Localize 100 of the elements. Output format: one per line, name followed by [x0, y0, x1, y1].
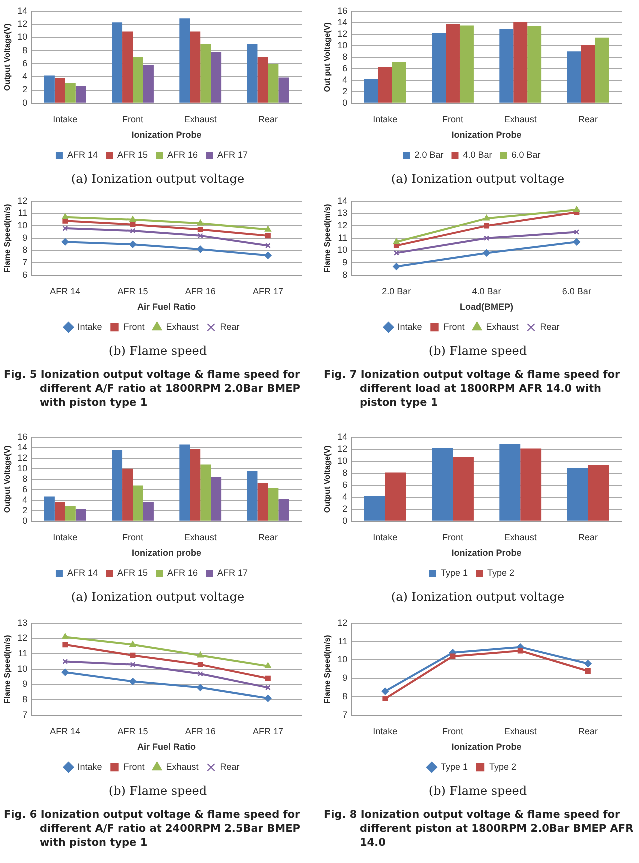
y-tick-label: 8: [22, 474, 28, 484]
x-axis-title: Air Fuel Ratio: [138, 742, 197, 752]
point: [198, 233, 204, 239]
y-tick-label: 16: [18, 432, 28, 442]
y-tick-label: 6: [342, 63, 348, 74]
bar: [180, 18, 190, 103]
x-tick-label: 6.0 Bar: [562, 286, 592, 296]
legend-label: AFR 15: [117, 568, 148, 578]
bar: [364, 79, 378, 103]
legend-label: Rear: [220, 322, 240, 332]
caption: Fig. 7 Ionization output voltage & flame speed for different load at 1800RPM AFR 14.0 with piston type 1: [324, 368, 622, 410]
x-axis-title: Ionization Probe: [452, 548, 522, 558]
caption: Fig. 5 Ionization output voltage & flame speed for different A/F ratio at 1800RPM 2.0Bar BMEP with piston type 1: [4, 368, 302, 410]
point: [265, 662, 272, 668]
bar: [180, 444, 190, 521]
x-tick-label: Front: [442, 114, 464, 124]
y-axis-title: Flame Speed(m/s): [323, 634, 332, 704]
y-tick-label: 12: [338, 220, 348, 231]
y-tick-label: 12: [338, 444, 348, 454]
legend-label: Front: [124, 762, 146, 772]
y-tick-label: 6: [22, 58, 28, 68]
bar: [211, 477, 222, 521]
legend-label: Type 1: [440, 762, 468, 772]
y-tick-label: 10: [338, 40, 348, 50]
bar: [268, 488, 279, 521]
legend-label: 4.0 Bar: [463, 150, 492, 160]
text: (b) Flame speed: [108, 784, 208, 798]
bar: [500, 444, 521, 521]
x-tick-label: AFR 15: [118, 286, 148, 296]
y-tick-label: 10: [18, 664, 28, 674]
bar: [514, 22, 528, 103]
y-tick-label: 13: [18, 618, 28, 628]
y-tick-label: 10: [338, 654, 348, 665]
point: [129, 240, 137, 248]
y-tick-label: 9: [342, 673, 348, 684]
y-axis-title: Output Voltage(V): [323, 445, 332, 514]
point: [573, 238, 581, 246]
bar: [247, 44, 258, 103]
bar: [44, 496, 55, 521]
point: [130, 652, 136, 658]
y-tick-label: 0: [22, 98, 28, 108]
y-tick-label: 12: [18, 633, 28, 644]
x-tick-label: Intake: [53, 532, 78, 542]
bar: [112, 450, 123, 521]
legend-label: Intake: [78, 762, 102, 772]
legend-label: AFR 16: [168, 568, 198, 578]
x-tick-label: Exhaust: [184, 532, 218, 542]
point: [130, 216, 136, 222]
bar: [133, 57, 144, 103]
x-tick-label: AFR 15: [118, 726, 148, 736]
y-tick-label: 7: [22, 258, 28, 268]
x-tick-label: AFR 14: [50, 726, 81, 736]
y-tick-label: 8: [342, 691, 348, 702]
point: [62, 214, 69, 220]
point: [197, 652, 204, 658]
x-tick-label: Exhaust: [504, 726, 538, 736]
x-tick-label: Intake: [373, 726, 398, 736]
y-tick-label: 0: [22, 516, 28, 526]
x-axis-title: Load(BMEP): [460, 302, 514, 312]
y-tick-label: 8: [342, 270, 348, 280]
y-tick-label: 6: [22, 484, 28, 494]
bar: [528, 26, 542, 103]
point: [484, 236, 490, 242]
point: [129, 678, 137, 686]
y-axis-title: Output Voltage(V): [3, 445, 12, 514]
y-tick-label: 14: [338, 17, 348, 28]
y-tick-label: 6: [342, 480, 348, 490]
point: [130, 641, 136, 647]
bar: [122, 32, 134, 103]
x-tick-label: Front: [442, 532, 464, 542]
y-tick-label: 4: [22, 494, 28, 505]
y-tick-label: 6: [22, 270, 28, 280]
y-tick-label: 8: [22, 245, 28, 256]
x-tick-label: Rear: [578, 726, 598, 736]
y-axis-title: Out put Voltage(V): [323, 22, 332, 92]
point: [265, 233, 271, 239]
legend-label: Type 1: [440, 568, 468, 578]
legend-label: Exhaust: [486, 322, 520, 332]
x-axis-title: Air Fuel Ratio: [138, 302, 197, 312]
bar: [500, 29, 514, 103]
bar: [432, 33, 446, 103]
point: [130, 662, 136, 668]
text: (b) Flame speed: [108, 344, 208, 358]
bar: [112, 22, 123, 103]
bar: [200, 464, 212, 521]
y-tick-label: 14: [18, 6, 28, 16]
y-tick-label: 2: [22, 84, 28, 95]
point: [484, 223, 490, 229]
legend-label: Intake: [398, 322, 422, 332]
y-tick-label: 10: [18, 463, 28, 474]
legend-label: AFR 17: [218, 150, 248, 160]
legend-label: 2.0 Bar: [414, 150, 444, 160]
legend-label: Type 2: [488, 568, 515, 578]
bar: [247, 472, 258, 521]
bar: [446, 24, 460, 103]
bar: [133, 486, 144, 521]
x-tick-label: Intake: [53, 114, 78, 124]
bar: [76, 509, 86, 521]
bar: [595, 38, 610, 103]
bar: [54, 502, 66, 521]
